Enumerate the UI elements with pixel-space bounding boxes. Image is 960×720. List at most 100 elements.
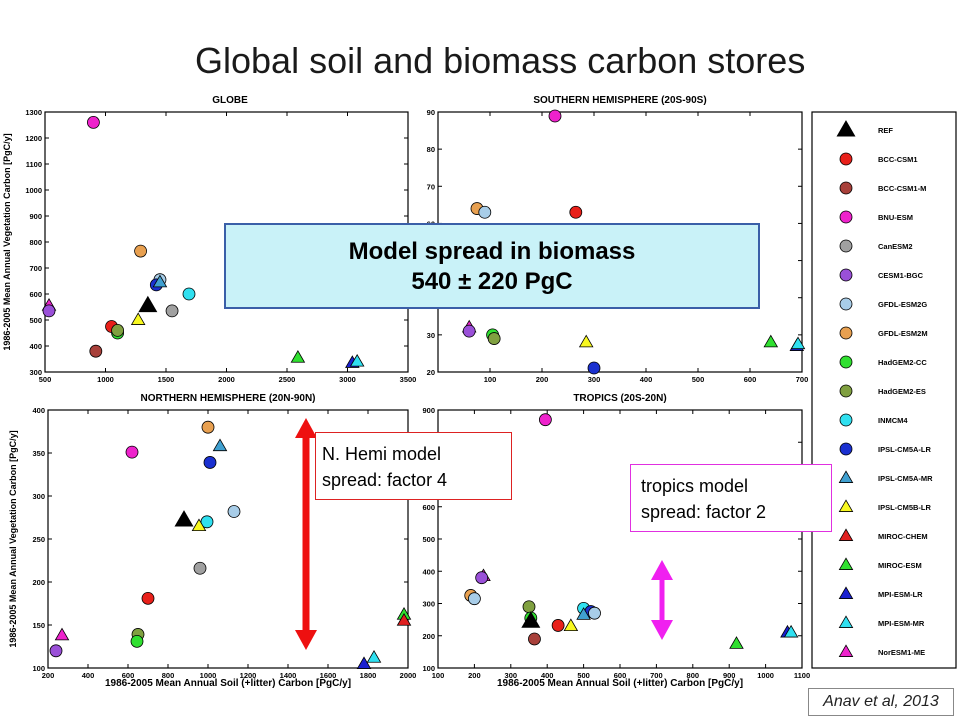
tropics-callout-line1: tropics model [641,476,749,496]
panel-title: NORTHERN HEMISPHERE (20N-90N) [140,393,315,404]
legend-marker-ipsl-cm5a-lr [839,442,853,456]
arrow-head-down [651,620,673,640]
data-point-hadgem2-es [487,332,501,345]
data-point-cesm1-bgc [49,644,63,658]
data-point-ipsl-cm5b-lr [563,618,579,632]
x-tick-label: 800 [162,671,175,680]
data-point-ref [174,510,194,527]
legend-label-mpi-esm-lr: MPI-ESM-LR [878,590,923,599]
data-point-canesm2 [193,561,207,575]
y-tick-label: 300 [422,600,435,609]
y-tick-label: 100 [32,664,45,673]
data-point-gfdl-esm2g [588,606,601,620]
x-tick-label: 600 [744,375,757,384]
legend-marker-hadgem2-es [839,384,853,398]
x-tick-label: 1600 [320,671,337,680]
x-tick-label: 1500 [158,375,175,384]
x-tick-label: 1000 [200,671,217,680]
legend-label-bcc-csm1-m: BCC-CSM1-M [878,184,926,193]
y-tick-label: 1300 [25,108,42,117]
data-point-mpi-esm-lr [356,656,372,669]
x-tick-label: 400 [82,671,95,680]
tropics-callout: tropics model spread: factor 2 [630,464,832,532]
x-tick-label: 600 [614,671,627,680]
y-tick-label: 700 [29,264,42,273]
arrow-head-up [651,560,673,580]
legend-label-cesm1-bgc: CESM1-BGC [878,271,924,280]
y-tick-label: 900 [29,212,42,221]
data-point-ipsl-cm5a-lr [203,456,217,469]
legend-marker-cesm1-bgc [839,268,853,282]
x-tick-label: 3500 [400,375,417,384]
y-tick-label: 30 [427,331,435,340]
y-tick-label: 90 [427,108,435,117]
data-point-mpi-esm-mr [783,624,799,638]
data-point-mpi-esm-mr [349,353,365,367]
page-title: Global soil and biomass carbon stores [195,40,806,81]
y-tick-label: 350 [32,449,45,458]
y-tick-label: 20 [427,368,435,377]
y-tick-label: 1000 [25,186,42,195]
data-point-bcc-csm1-m [89,344,103,358]
x-tick-label: 3000 [339,375,356,384]
citation-credit: Anav et al, 2013 [808,688,954,716]
x-tick-label: 200 [536,375,549,384]
y-tick-label: 600 [29,290,42,299]
data-point-ipsl-cm5a-mr [152,274,168,288]
x-tick-label: 500 [577,671,590,680]
x-tick-label: 1200 [240,671,257,680]
data-point-bcc-csm1 [141,591,155,605]
data-point-hadgem2-cc [130,634,144,648]
data-point-noresm1-me [54,627,70,641]
data-point-cesm1-bgc [475,571,489,585]
y-tick-label: 400 [422,567,435,576]
x-tick-label: 700 [796,375,809,384]
y-tick-label: 1200 [25,134,42,143]
y-axis-label: 1986-2005 Mean Annual Vegetation Carbon … [2,133,12,350]
x-tick-label: 2000 [218,375,235,384]
x-tick-label: 400 [640,375,653,384]
data-point-cesm1-bgc [42,304,56,318]
legend-label-hadgem2-cc: HadGEM2-CC [878,358,927,367]
data-point-miroc-esm [763,334,779,348]
x-tick-label: 500 [39,375,52,384]
data-point-bcc-csm1 [569,205,583,219]
arrow-head-up [295,418,317,438]
data-point-cesm1-bgc [462,324,476,338]
x-tick-label: 300 [588,375,601,384]
x-tick-label: 1800 [360,671,377,680]
legend-label-ipsl-cm5a-mr: IPSL-CM5A-MR [878,474,933,483]
legend-label-ref: REF [878,126,893,135]
data-point-canesm2 [165,304,179,318]
nhemi-callout-line1: N. Hemi model [322,444,442,464]
legend-label-miroc-chem: MIROC-CHEM [878,532,928,541]
data-point-miroc-esm [729,636,744,649]
legend-marker-mpi-esm-mr [838,615,854,628]
tropics-callout-line2: spread: factor 2 [641,502,767,522]
legend-marker-bnu-esm [839,210,853,224]
legend: REF BCC-CSM1 BCC-CSM1-M BNU-ESM CanESM2 CESM1… [811,111,957,669]
legend-marker-miroc-chem [838,528,854,541]
data-point-bnu-esm [538,413,552,427]
y-tick-label: 400 [32,406,45,415]
y-tick-label: 200 [422,632,435,641]
y-tick-label: 300 [32,492,45,501]
y-tick-label: 250 [32,535,45,544]
data-point-ipsl-cm5a-mr [212,438,228,452]
legend-label-miroc-esm: MIROC-ESM [878,561,922,570]
y-tick-label: 300 [29,368,42,377]
y-tick-label: 1100 [26,160,42,169]
x-tick-label: 1400 [280,671,297,680]
panel-title: GLOBE [212,95,248,106]
y-tick-label: 900 [422,406,435,415]
y-tick-label: 70 [427,182,435,191]
data-point-miroc-chem [396,613,412,626]
legend-marker-inmcm4 [839,413,853,427]
legend-marker-ref [836,120,856,137]
x-tick-label: 900 [723,671,736,680]
legend-marker-canesm2 [839,239,853,253]
data-point-gfdl-esm2m [134,244,147,258]
x-tick-label: 600 [122,671,135,680]
data-point-ipsl-cm5b-lr [578,334,594,348]
legend-frame [811,111,957,669]
